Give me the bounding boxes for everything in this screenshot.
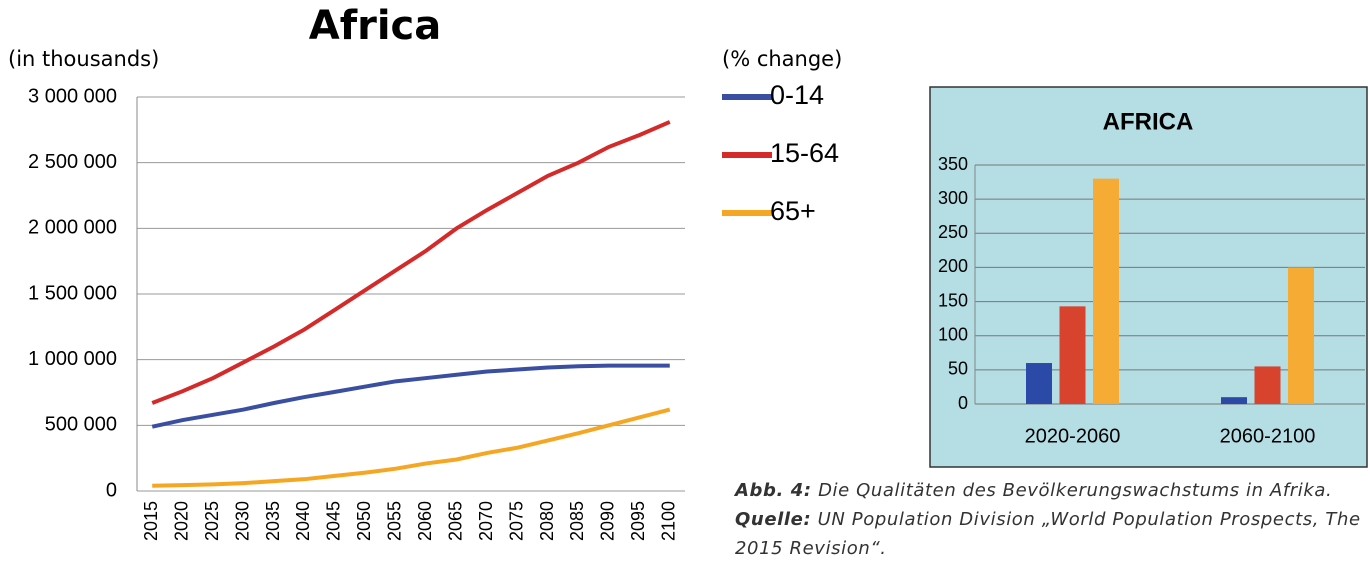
x-tick-label: 2030 [232,501,252,541]
bar [1093,178,1119,404]
caption-text: Die Qualitäten des Bevölkerungswachstums… [818,480,1333,501]
legend-label: 65+ [770,196,816,226]
x-tick-label: 2035 [263,501,283,541]
y-tick-label: 200 [938,256,968,276]
caption-label: Abb. 4: [735,480,812,501]
x-tick-label: 2095 [628,501,648,541]
bar [1059,306,1086,404]
y-tick-label: 0 [106,479,117,501]
x-tick-label: 2055 [385,501,405,541]
y-tick-label: 1 000 000 [28,348,117,370]
x-tick-label: 2100 [659,501,679,541]
note: (% change) [722,47,842,71]
x-tick-label: 2075 [506,501,526,541]
bar [1221,397,1247,404]
bar [1254,366,1281,404]
caption: Abb. 4: Die Qualitäten des Bevölkerungsw… [735,476,1365,563]
line [151,363,670,429]
y-axis-label: (in thousands) [8,47,159,71]
y-tick-label: 300 [938,188,968,208]
x-tick-label: 2015 [141,501,161,541]
line [152,407,671,488]
y-tick-label: 150 [938,290,968,310]
x-tick-label: 2090 [598,501,618,541]
x-tick-label: 2085 [567,501,587,541]
y-tick-label: 100 [938,324,968,344]
caption-source: UN Population Division „World Population… [735,509,1361,559]
y-tick-label: 50 [948,359,968,379]
caption-source-label: Quelle: [735,509,812,530]
chart-title: AFRICA [1103,108,1194,135]
x-tick-label: 2025 [202,501,222,541]
chart-title: Africa [309,3,442,49]
bar [1026,363,1052,404]
x-tick-label: 2060-2100 [1220,425,1316,447]
x-tick-label: 2020 [171,501,191,541]
x-tick-label: 2070 [476,501,496,541]
x-tick-label: 2065 [445,501,465,541]
y-tick-label: 1 500 000 [28,282,117,304]
y-tick-label: 350 [938,154,968,174]
line [151,120,671,405]
x-tick-label: 2040 [293,501,313,541]
y-tick-label: 0 [958,393,968,413]
x-tick-label: 2080 [537,501,557,541]
y-tick-label: 250 [938,222,968,242]
y-tick-label: 2 500 000 [28,151,117,173]
x-tick-label: 2060 [415,501,435,541]
legend-label: 0-14 [770,80,824,110]
x-tick-label: 2020-2060 [1025,425,1121,447]
legend-label: 15-64 [770,138,839,168]
y-tick-label: 500 000 [45,414,117,436]
y-tick-label: 2 000 000 [28,217,117,239]
x-tick-label: 2050 [354,501,374,541]
y-tick-label: 3 000 000 [28,85,117,107]
x-tick-label: 2045 [324,501,344,541]
bar [1288,267,1314,404]
